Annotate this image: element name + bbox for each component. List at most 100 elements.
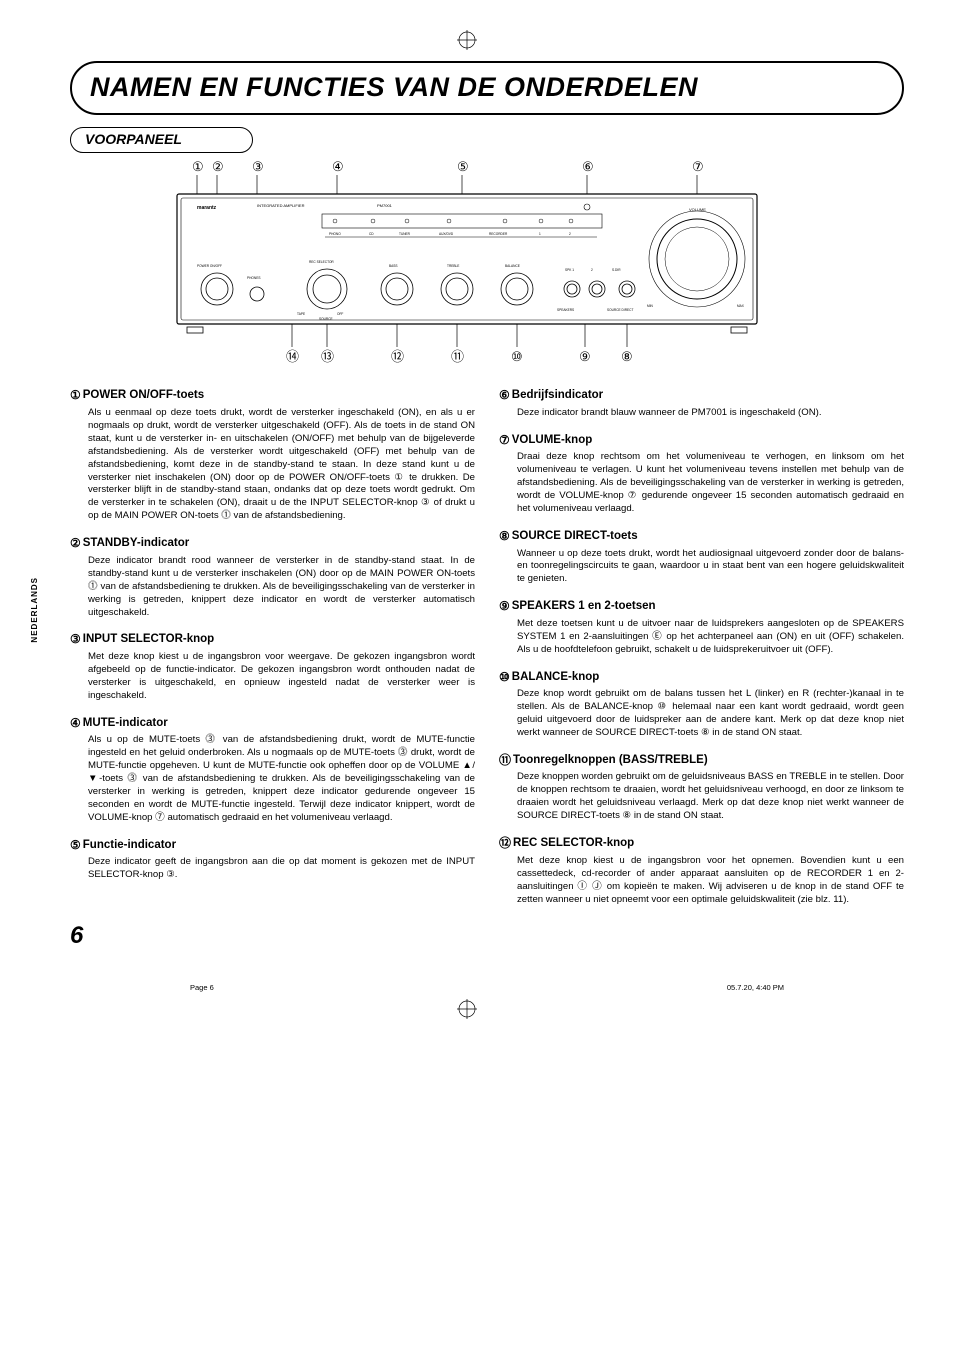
body-10: Deze knop wordt gebruikt om de balans tu… (517, 688, 904, 740)
svg-text:③: ③ (252, 159, 264, 174)
svg-text:⑫: ⑫ (391, 349, 404, 364)
svg-text:①: ① (192, 159, 204, 174)
title-5: Functie-indicator (83, 839, 176, 851)
num-4: ④ (70, 715, 81, 731)
section-subhead: VOORPANEEL (70, 127, 253, 153)
section-2: ②STANDBY-indicator Deze indicator brandt… (70, 535, 475, 619)
title-3: INPUT SELECTOR-knop (83, 633, 214, 645)
svg-text:BASS: BASS (389, 264, 398, 268)
svg-text:BALANCE: BALANCE (505, 264, 520, 268)
section-1: ①POWER ON/OFF-toets Als u eenmaal op dez… (70, 387, 475, 523)
title-7: VOLUME-knop (512, 434, 593, 446)
num-10: ⑩ (499, 669, 510, 685)
front-panel-diagram: ①② ③④ ⑤⑥ ⑦ marantz INTEGRATED AMPLIFIER … (30, 159, 904, 374)
right-column: ⑥Bedrijfsindicator Deze indicator brandt… (499, 387, 904, 918)
svg-text:TUNER: TUNER (399, 232, 411, 236)
body-2: Deze indicator brandt rood wanneer de ve… (88, 555, 475, 620)
num-6: ⑥ (499, 387, 510, 403)
svg-text:SPEAKERS: SPEAKERS (557, 308, 574, 312)
svg-text:2: 2 (591, 268, 593, 272)
num-12: ⑫ (499, 835, 511, 851)
body-6: Deze indicator brandt blauw wanneer de P… (517, 407, 904, 420)
svg-text:⑩: ⑩ (511, 349, 523, 364)
title-2: STANDBY-indicator (83, 537, 190, 549)
title-1: POWER ON/OFF-toets (83, 389, 204, 401)
language-tab: NEDERLANDS (28, 571, 43, 649)
svg-text:PHONO: PHONO (329, 232, 341, 236)
svg-text:POWER ON/OFF: POWER ON/OFF (197, 264, 222, 268)
num-9: ⑨ (499, 598, 510, 614)
body-12: Met deze knop kiest u de ingangsbron voo… (517, 855, 904, 907)
page-title: NAMEN EN FUNCTIES VAN DE ONDERDELEN (90, 69, 884, 105)
body-5: Deze indicator geeft de ingangsbron aan … (88, 856, 475, 882)
body-3: Met deze knop kiest u de ingangsbron voo… (88, 651, 475, 703)
section-6: ⑥Bedrijfsindicator Deze indicator brandt… (499, 387, 904, 419)
page-number: 6 (70, 920, 904, 952)
num-5: ⑤ (70, 837, 81, 853)
body-8: Wanneer u op deze toets drukt, wordt het… (517, 548, 904, 587)
footer: Page 6 05.7.20, 4:40 PM (30, 983, 904, 993)
svg-text:SOURCE: SOURCE (319, 317, 333, 321)
section-11: ⑪Toonregelknoppen (BASS/TREBLE) Deze kno… (499, 752, 904, 823)
subhead-wrap: VOORPANEEL (70, 127, 904, 153)
registration-mark-bottom (30, 999, 904, 1024)
svg-text:MAX: MAX (737, 304, 745, 308)
footer-left: Page 6 (190, 983, 214, 993)
svg-text:MIN: MIN (647, 304, 654, 308)
title-10: BALANCE-knop (512, 671, 600, 683)
section-7: ⑦VOLUME-knop Draai deze knop rechtsom om… (499, 432, 904, 516)
section-4: ④MUTE-indicator Als u op de MUTE-toets ⓷… (70, 715, 475, 825)
svg-text:marantz: marantz (197, 205, 217, 211)
svg-text:⑦: ⑦ (692, 159, 704, 174)
num-1: ① (70, 387, 81, 403)
svg-text:REC SELECTOR: REC SELECTOR (309, 260, 334, 264)
title-11: Toonregelknoppen (BASS/TREBLE) (513, 754, 708, 766)
svg-text:⑪: ⑪ (451, 349, 464, 364)
footer-right: 05.7.20, 4:40 PM (727, 983, 784, 993)
page-title-box: NAMEN EN FUNCTIES VAN DE ONDERDELEN (70, 61, 904, 115)
svg-text:SOURCE DIRECT: SOURCE DIRECT (607, 308, 633, 312)
svg-text:RECORDER: RECORDER (489, 232, 508, 236)
two-column-body: ①POWER ON/OFF-toets Als u eenmaal op dez… (70, 387, 904, 918)
title-4: MUTE-indicator (83, 717, 168, 729)
svg-text:PM7001: PM7001 (377, 203, 393, 208)
svg-text:VOLUME: VOLUME (689, 207, 706, 212)
title-8: SOURCE DIRECT-toets (512, 530, 638, 542)
body-11: Deze knoppen worden gebruikt om de gelui… (517, 771, 904, 823)
svg-text:TAPE: TAPE (297, 312, 305, 316)
num-11: ⑪ (499, 752, 511, 768)
svg-text:⑧: ⑧ (621, 349, 633, 364)
svg-text:INTEGRATED AMPLIFIER: INTEGRATED AMPLIFIER (257, 203, 305, 208)
svg-text:TREBLE: TREBLE (447, 264, 459, 268)
body-9: Met deze toetsen kunt u de uitvoer naar … (517, 618, 904, 657)
num-3: ③ (70, 631, 81, 647)
svg-text:2: 2 (569, 232, 571, 236)
title-9: SPEAKERS 1 en 2-toetsen (512, 600, 656, 612)
title-6: Bedrijfsindicator (512, 389, 603, 401)
left-column: ①POWER ON/OFF-toets Als u eenmaal op dez… (70, 387, 475, 918)
num-8: ⑧ (499, 528, 510, 544)
svg-text:S.DIR: S.DIR (612, 268, 621, 272)
svg-text:OFF: OFF (337, 312, 343, 316)
section-10: ⑩BALANCE-knop Deze knop wordt gebruikt o… (499, 669, 904, 740)
section-8: ⑧SOURCE DIRECT-toets Wanneer u op deze t… (499, 528, 904, 586)
title-12: REC SELECTOR-knop (513, 837, 634, 849)
svg-text:AUX/DVD: AUX/DVD (439, 232, 454, 236)
num-7: ⑦ (499, 432, 510, 448)
section-5: ⑤Functie-indicator Deze indicator geeft … (70, 837, 475, 882)
body-7: Draai deze knop rechtsom om het volumeni… (517, 451, 904, 516)
svg-text:⑥: ⑥ (582, 159, 594, 174)
body-1: Als u eenmaal op deze toets drukt, wordt… (88, 407, 475, 523)
section-12: ⑫REC SELECTOR-knop Met deze knop kiest u… (499, 835, 904, 906)
section-9: ⑨SPEAKERS 1 en 2-toetsen Met deze toetse… (499, 598, 904, 656)
svg-text:④: ④ (332, 159, 344, 174)
num-2: ② (70, 535, 81, 551)
registration-mark-top (30, 30, 904, 55)
svg-text:SPK 1: SPK 1 (565, 268, 574, 272)
svg-text:②: ② (212, 159, 224, 174)
body-4: Als u op de MUTE-toets ⓷ van de afstands… (88, 734, 475, 825)
svg-text:⑨: ⑨ (579, 349, 591, 364)
svg-text:CD: CD (369, 232, 374, 236)
section-3: ③INPUT SELECTOR-knop Met deze knop kiest… (70, 631, 475, 702)
svg-text:PHONES: PHONES (247, 276, 260, 280)
